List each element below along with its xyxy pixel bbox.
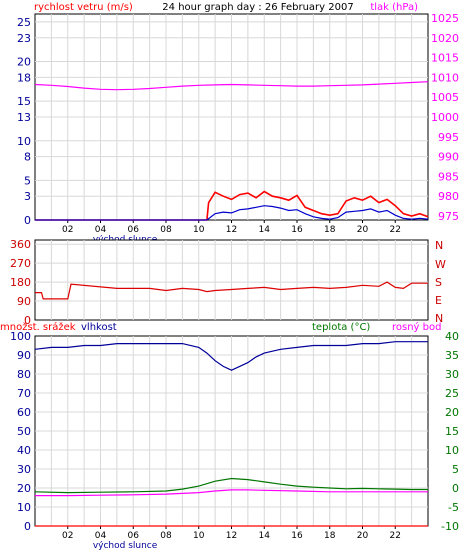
wind-panel-x-tick-label: 16 <box>291 225 303 235</box>
humidity-panel-left-tick: 20 <box>17 482 31 495</box>
wind-panel-right-tick: 995 <box>438 131 459 144</box>
humidity-panel-left-tick: 50 <box>17 425 31 438</box>
humidity-title: vlhkost <box>81 322 117 333</box>
wind-panel-right-tick: 1025 <box>431 12 459 25</box>
humidity-panel-x-tick-label: 02 <box>62 531 73 541</box>
humidity-panel-left-tick: 10 <box>17 501 31 514</box>
wind-panel-right-tick: 985 <box>438 170 459 183</box>
wind-panel-left-tick: 13 <box>17 111 31 124</box>
humidity-panel-x-tick-label: 06 <box>128 531 140 541</box>
wind-panel-x-tick-label: 12 <box>226 225 237 235</box>
temperature-title: teplota (°C) <box>312 322 370 333</box>
humidity-panel-left-tick: 60 <box>17 406 31 419</box>
dewpoint-title: rosný bod <box>392 321 441 333</box>
direction-panel-left-tick: 180 <box>10 276 31 289</box>
humidity-panel-right-tick: -5 <box>448 501 459 514</box>
wind-panel-right-tick: 975 <box>438 210 459 223</box>
wind-panel-left-tick: 18 <box>17 71 31 84</box>
humidity-panel-right-tick: 0 <box>452 482 459 495</box>
humidity-panel-left-tick: 90 <box>17 349 31 362</box>
humidity-panel-right-tick: 40 <box>445 330 459 343</box>
humidity-panel-right-tick: 15 <box>445 425 459 438</box>
wind-panel-left-tick: 20 <box>17 56 31 69</box>
graph-title: 24 hour graph day : 26 February 2007 <box>162 2 353 13</box>
wind-panel-right-tick: 1015 <box>431 52 459 65</box>
direction-letter-n-top: N <box>435 239 443 252</box>
pressure-axis-title: tlak (hPa) <box>370 2 418 13</box>
wind-panel-x-tick-label: 20 <box>357 225 369 235</box>
series-pressure-line <box>34 81 429 91</box>
wind-panel-left-tick: 10 <box>17 135 31 148</box>
series-humidity-line <box>34 341 428 371</box>
humidity-panel-x-tick-label: 22 <box>390 531 401 541</box>
humidity-panel-left-tick: 0 <box>24 520 31 533</box>
humidity-panel-right-tick: 20 <box>445 406 459 419</box>
humidity-temperature-panel: 0 10 20 30 40 50 60 70 80 90 100 -10 -5 0 5 10 15 20 25 30 3… <box>10 330 459 551</box>
wind-panel-x-tick-label: 14 <box>259 225 271 235</box>
humidity-panel-left-tick: 70 <box>17 387 31 400</box>
wind-panel-left-tick: 0 <box>24 214 31 227</box>
wind-panel-x-tick-label: 10 <box>193 225 205 235</box>
wind-panel-x-tick-label: 06 <box>128 225 140 235</box>
wind-panel-right-tick: 1005 <box>431 91 459 104</box>
direction-letter-w: W <box>435 258 446 271</box>
humidity-panel-x-tick-label: 18 <box>324 531 336 541</box>
wind-panel-right-tick: 1000 <box>431 111 459 124</box>
humidity-panel-left-tick: 100 <box>10 330 31 343</box>
wind-panel-left-tick: 23 <box>17 32 31 45</box>
humidity-panel-x-tick-label: 08 <box>160 531 172 541</box>
humidity-panel-x-tick-label: 10 <box>193 531 205 541</box>
humidity-panel-x-tick-label: 16 <box>291 531 303 541</box>
series-dewpoint-line <box>35 489 428 497</box>
wind-panel-left-tick: 8 <box>24 151 31 164</box>
rain-amount-title: množst. srážek <box>0 321 76 333</box>
wind-panel-left-tick: 3 <box>24 190 31 203</box>
wind-speed-axis-title: rychlost vetru (m/s) <box>34 2 133 13</box>
wind-panel-left-tick: 25 <box>17 16 31 29</box>
wind-panel-x-tick-label: 02 <box>62 225 73 235</box>
humidity-panel-right-tick: -10 <box>441 520 459 533</box>
direction-letter-n-bottom: N <box>435 312 443 325</box>
wind-panel-x-tick-label: 08 <box>160 225 172 235</box>
humidity-panel-left-tick: 80 <box>17 368 31 381</box>
humidity-panel-x-tick-label: 20 <box>357 531 369 541</box>
series-wind-line <box>35 190 429 221</box>
series-direction-line <box>35 281 428 300</box>
humidity-panel-right-tick: 5 <box>452 463 459 476</box>
humidity-panel-right-tick: 10 <box>445 444 459 457</box>
direction-panel-left-tick: 0 <box>24 314 31 327</box>
humidity-panel-left-tick: 30 <box>17 463 31 476</box>
humidity-panel-x-tick-label: 12 <box>226 531 237 541</box>
wind-panel-right-tick: 1020 <box>431 32 459 45</box>
humidity-panel-x-axis-label: východ slunce <box>93 541 158 551</box>
wind-panel-x-tick-label: 04 <box>95 225 107 235</box>
humidity-panel-x-tick-label: 04 <box>95 531 107 541</box>
series-avg_wind-line <box>35 205 429 221</box>
wind-panel-left-tick: 5 <box>24 174 31 187</box>
series-temperature-line <box>34 477 428 494</box>
direction-letter-s: S <box>435 276 442 289</box>
wind-panel-x-tick-label: 18 <box>324 225 336 235</box>
humidity-panel-left-tick: 40 <box>17 444 31 457</box>
wind-panel-left-tick: 15 <box>17 95 31 108</box>
wind-panel-right-tick: 980 <box>438 190 459 203</box>
direction-panel-left-tick: 270 <box>10 257 31 270</box>
direction-letters: N W S E N <box>435 239 446 325</box>
direction-letter-e: E <box>435 294 442 307</box>
humidity-panel-right-tick: 30 <box>445 368 459 381</box>
direction-panel-left-tick: 360 <box>10 238 31 251</box>
wind-pressure-panel: 0358101315182023259759809859909951000100… <box>17 12 459 245</box>
wind-panel-right-tick: 990 <box>438 151 459 164</box>
direction-panel-left-tick: 90 <box>17 295 31 308</box>
wind-panel-right-tick: 1010 <box>431 71 459 84</box>
wind-direction-panel: 0 90 180 270 360 <box>10 238 429 327</box>
humidity-panel-right-tick: 25 <box>445 387 459 400</box>
humidity-panel-x-tick-label: 14 <box>259 531 271 541</box>
humidity-panel-right-tick: 35 <box>445 349 459 362</box>
wind-panel-x-tick-label: 22 <box>390 225 401 235</box>
